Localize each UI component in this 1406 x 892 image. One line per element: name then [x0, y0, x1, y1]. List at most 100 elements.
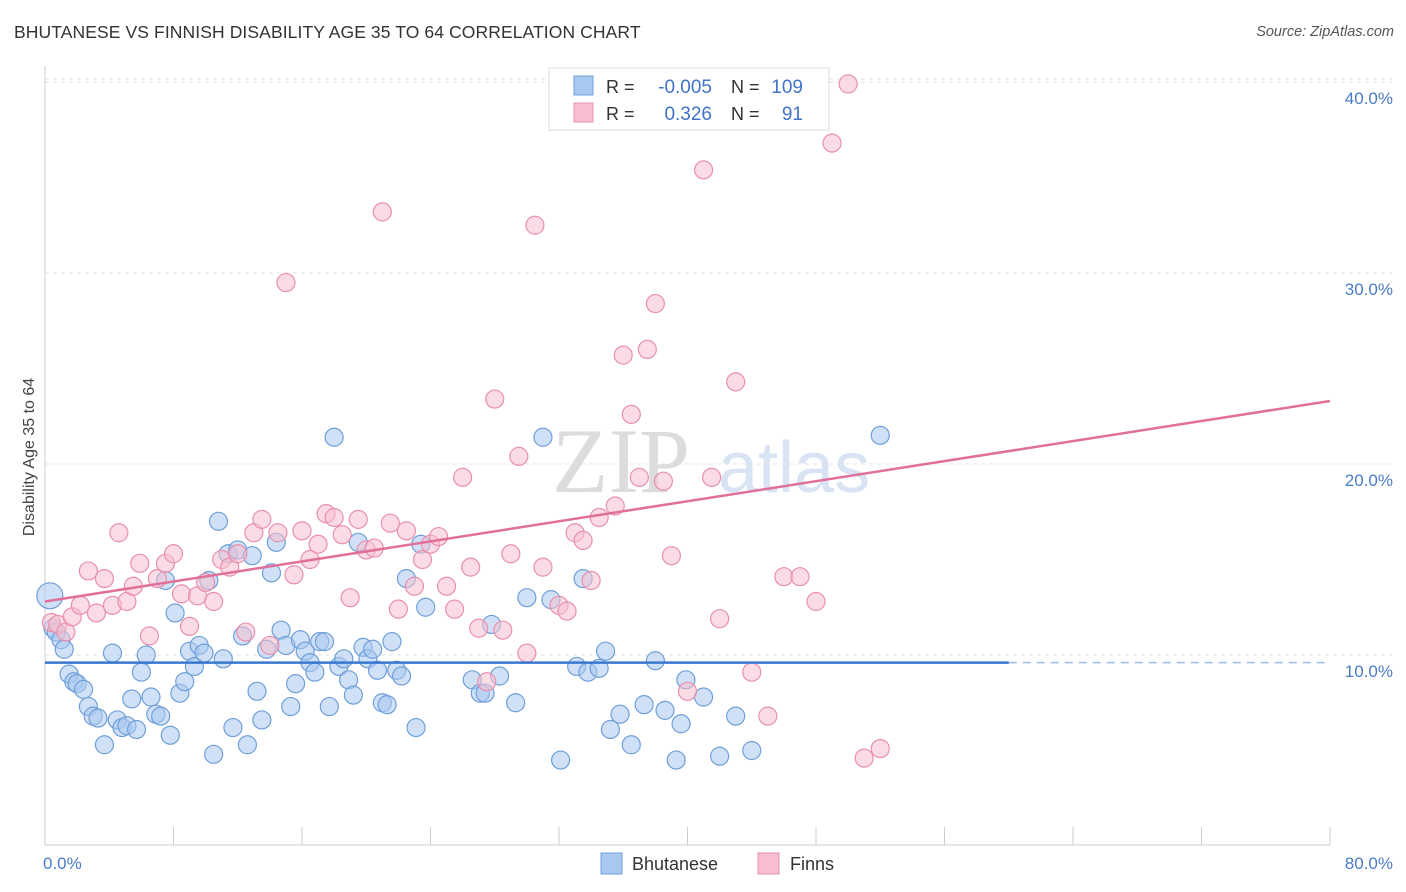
- bhutanese-point: [151, 706, 171, 726]
- finns-point: [428, 526, 449, 547]
- finns-point: [179, 616, 200, 636]
- tick-labels: 10.0% 20.0% 30.0% 40.0% 0.0% 80.0%: [43, 89, 1393, 873]
- bottom-legend-finns: Finns: [790, 854, 834, 874]
- bhutanese-point: [223, 717, 243, 738]
- finns-point: [163, 544, 184, 564]
- trend-lines: [44, 399, 1331, 664]
- bhutanese-point: [343, 685, 363, 705]
- finns-point: [461, 557, 481, 577]
- finns-point: [637, 339, 657, 359]
- legend-n-value-2: 91: [782, 104, 803, 125]
- finns-point: [276, 272, 296, 293]
- finns-point: [348, 509, 368, 529]
- finns-point: [509, 446, 529, 466]
- bhutanese-point: [517, 588, 537, 608]
- finns-point: [854, 748, 874, 768]
- finns-point: [581, 570, 601, 591]
- bhutanese-point: [213, 649, 233, 669]
- legend-n-label-2: N =: [731, 104, 760, 124]
- finns-point: [533, 557, 553, 577]
- bhutanese-point: [870, 425, 890, 445]
- bhutanese-point: [363, 639, 383, 659]
- bhutanese-point: [645, 651, 665, 671]
- bhutanese-point: [175, 672, 195, 692]
- finns-point: [870, 738, 890, 759]
- bhutanese-point: [285, 674, 306, 694]
- top-legend: R = -0.005 N = 109 R = 0.326 N = 91: [548, 67, 830, 131]
- finns-point: [388, 599, 408, 619]
- bhutanese-point: [160, 725, 180, 745]
- y-tick-label: 20.0%: [1345, 471, 1393, 490]
- finns-point: [693, 160, 714, 180]
- finns-point: [517, 643, 537, 663]
- y-tick-label: 40.0%: [1345, 89, 1393, 108]
- legend-r-value-2: 0.326: [664, 104, 712, 125]
- watermark-atlas: atlas: [718, 428, 870, 508]
- finns-point: [70, 595, 90, 615]
- finns-point: [621, 404, 641, 424]
- finns-point: [710, 609, 730, 629]
- bhutanese-point: [382, 632, 402, 652]
- finns-point: [790, 567, 810, 587]
- finns-point: [653, 471, 674, 491]
- finns-point: [573, 530, 593, 551]
- bhutanese-point: [36, 582, 64, 610]
- watermark-zip: ZIP: [552, 410, 690, 512]
- legend-box: [548, 67, 830, 131]
- finns-point: [774, 567, 794, 587]
- bhutanese-point: [126, 719, 147, 740]
- finns-point: [557, 601, 577, 621]
- bhutanese-point: [391, 666, 412, 686]
- finns-point: [605, 496, 625, 516]
- finns-point: [806, 591, 826, 612]
- bhutanese-point: [204, 744, 224, 764]
- finns-point: [404, 576, 425, 596]
- y-axis-label: Disability Age 35 to 64: [21, 378, 38, 536]
- bhutanese-point: [281, 696, 301, 717]
- bhutanese-point: [334, 649, 354, 669]
- finns-point: [332, 525, 352, 545]
- finns-point: [838, 74, 858, 94]
- bhutanese-point: [324, 427, 344, 447]
- legend-r-value-1: -0.005: [658, 77, 712, 98]
- finns-point: [469, 618, 489, 638]
- bhutanese-point: [416, 597, 436, 617]
- finns-points: [41, 74, 890, 768]
- finns-point: [396, 521, 417, 541]
- finns-point: [661, 546, 682, 566]
- finns-point: [589, 507, 609, 528]
- finns-point: [453, 467, 473, 487]
- bhutanese-point: [621, 735, 641, 755]
- bhutanese-point: [131, 662, 151, 682]
- bhutanese-point: [247, 681, 267, 701]
- bhutanese-point: [252, 710, 272, 730]
- finns-point: [292, 521, 312, 541]
- finns-point: [308, 534, 328, 554]
- bhutanese-point: [666, 750, 686, 770]
- finns-point: [525, 215, 545, 235]
- bhutanese-point: [726, 706, 746, 726]
- finns-point: [372, 202, 392, 222]
- finns-point: [228, 544, 248, 564]
- y-tick-label: 30.0%: [1345, 280, 1393, 299]
- x-tick-label-max: 80.0%: [1345, 854, 1393, 873]
- finns-point: [629, 467, 649, 487]
- grid: [45, 78, 1392, 656]
- finns-point: [477, 672, 497, 692]
- bhutanese-point: [595, 641, 616, 661]
- bhutanese-point: [506, 693, 526, 713]
- bhutanese-point: [194, 643, 214, 663]
- finns-point: [436, 576, 457, 596]
- bottom-legend-swatch-bhutanese: [600, 852, 623, 875]
- bhutanese-point: [710, 746, 730, 766]
- finns-point: [677, 681, 698, 701]
- axes: [44, 66, 1331, 846]
- bhutanese-point: [655, 700, 675, 720]
- chart-title: BHUTANESE VS FINNISH DISABILITY AGE 35 T…: [14, 22, 641, 42]
- bhutanese-point: [88, 708, 108, 728]
- finns-point: [139, 626, 160, 646]
- bhutanese-point: [208, 511, 229, 531]
- finns-point: [130, 553, 150, 573]
- finns-point: [284, 565, 304, 585]
- bottom-legend-swatch-finns: [757, 852, 780, 875]
